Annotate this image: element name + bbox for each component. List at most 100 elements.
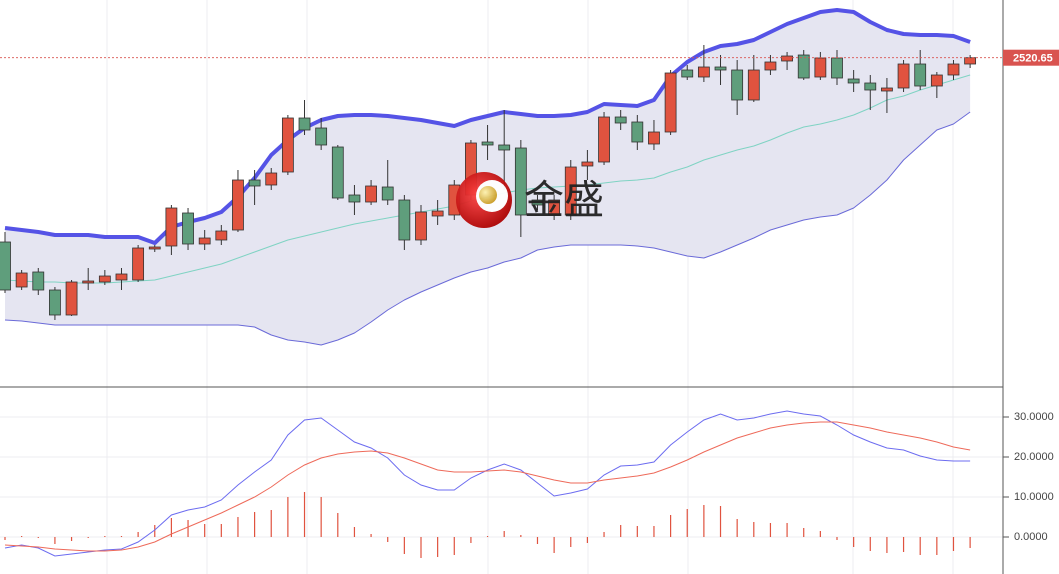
candle-body bbox=[531, 199, 544, 206]
macd-bar bbox=[470, 537, 472, 543]
candle-body bbox=[381, 186, 394, 201]
macd-bar bbox=[120, 536, 123, 537]
macd-bar bbox=[919, 537, 921, 555]
candle-body bbox=[481, 141, 494, 146]
candle-body bbox=[132, 247, 145, 281]
macd-bar bbox=[952, 537, 955, 551]
macd-bar bbox=[570, 537, 572, 547]
macd-bar bbox=[703, 505, 705, 537]
candle-body bbox=[165, 207, 178, 247]
overlay-layer: 2520.65 0.0000 10.0000 20.0000 30.0000 bbox=[0, 49, 1059, 543]
macd-bar bbox=[653, 526, 655, 537]
candle-body bbox=[148, 246, 161, 250]
macd-bar bbox=[387, 537, 389, 542]
macd-bar bbox=[719, 506, 722, 537]
macd-bar bbox=[769, 523, 772, 537]
macd-bar bbox=[753, 522, 755, 537]
candle-body bbox=[514, 147, 527, 216]
candle-body bbox=[797, 54, 810, 79]
macd-bar bbox=[786, 523, 788, 537]
macd-bar bbox=[170, 518, 172, 537]
candle-body bbox=[681, 69, 694, 78]
macd-bar bbox=[21, 536, 23, 537]
macd-bar bbox=[254, 512, 256, 537]
macd-bar bbox=[187, 520, 189, 537]
macd-bar bbox=[353, 527, 356, 537]
y-tick-label: 30.0000 bbox=[1014, 411, 1054, 423]
macd-bar bbox=[503, 531, 505, 537]
candle-body bbox=[348, 194, 361, 203]
candle-body bbox=[431, 210, 444, 217]
macd-bar bbox=[620, 525, 622, 537]
macd-bar bbox=[137, 532, 139, 537]
y-tick-label: 20.0000 bbox=[1014, 451, 1054, 463]
macd-bar bbox=[4, 537, 6, 540]
last-price-box bbox=[1003, 49, 1059, 66]
macd-bar bbox=[237, 517, 239, 537]
y-tick-label: 10.0000 bbox=[1014, 491, 1054, 503]
candle-body bbox=[648, 131, 660, 145]
candle-body bbox=[82, 280, 95, 284]
macd-bar bbox=[337, 513, 339, 537]
candle-body bbox=[947, 63, 960, 76]
macd-bar bbox=[220, 524, 222, 537]
watermark-text: 金盛 bbox=[524, 179, 604, 223]
candle-body bbox=[714, 66, 727, 71]
macd-bar bbox=[303, 492, 306, 537]
candle-body bbox=[764, 61, 777, 71]
candle-body bbox=[631, 121, 644, 143]
macd-bar bbox=[636, 526, 638, 537]
candle-body bbox=[564, 166, 577, 216]
macd-bar bbox=[104, 536, 106, 537]
candle-body bbox=[831, 57, 843, 79]
candle-body bbox=[98, 275, 111, 283]
logo-coin bbox=[479, 186, 497, 204]
macd-bar bbox=[902, 537, 905, 552]
macd-bar bbox=[853, 537, 855, 547]
candle-body bbox=[331, 146, 344, 199]
macd-bar bbox=[37, 537, 39, 538]
candle-body bbox=[747, 69, 760, 101]
candle-body bbox=[115, 273, 128, 281]
candle-body bbox=[182, 212, 194, 245]
candle-body bbox=[731, 69, 744, 101]
macd-bar bbox=[437, 537, 439, 557]
macd-bar bbox=[370, 534, 372, 537]
watermark-logo: 金盛 bbox=[456, 172, 604, 228]
macd-bar bbox=[486, 536, 489, 537]
macd-bar bbox=[603, 532, 605, 537]
candle-body bbox=[215, 230, 228, 241]
macd-bar bbox=[54, 537, 56, 544]
macd-line bbox=[4, 410, 971, 557]
macd-bar bbox=[869, 537, 871, 551]
band-line bbox=[4, 111, 971, 346]
macd-bar bbox=[520, 535, 522, 537]
candle-body bbox=[415, 211, 427, 241]
macd-bar bbox=[736, 519, 738, 537]
macd-bar bbox=[553, 537, 555, 553]
candle-body bbox=[32, 271, 45, 291]
candle-body bbox=[614, 116, 627, 124]
candle-body bbox=[897, 63, 910, 89]
candle-body bbox=[498, 144, 511, 151]
macd-bar bbox=[270, 510, 272, 537]
candle-body bbox=[598, 116, 610, 163]
candle-body bbox=[664, 72, 677, 133]
macd-bar bbox=[87, 537, 89, 538]
macd-bar bbox=[154, 525, 156, 537]
macd-bar bbox=[204, 524, 206, 537]
candle-body bbox=[964, 57, 977, 65]
macd-bar bbox=[686, 509, 688, 537]
candle-body bbox=[0, 241, 11, 291]
macd-bar bbox=[287, 497, 289, 537]
candle-body bbox=[65, 281, 78, 316]
macd-bar bbox=[453, 537, 455, 555]
macd-bar bbox=[803, 528, 805, 537]
macd-bar bbox=[420, 537, 422, 558]
macd-bar bbox=[403, 537, 405, 554]
candle-body bbox=[697, 66, 710, 78]
candle-body bbox=[198, 237, 211, 245]
macd-bar bbox=[886, 537, 888, 553]
